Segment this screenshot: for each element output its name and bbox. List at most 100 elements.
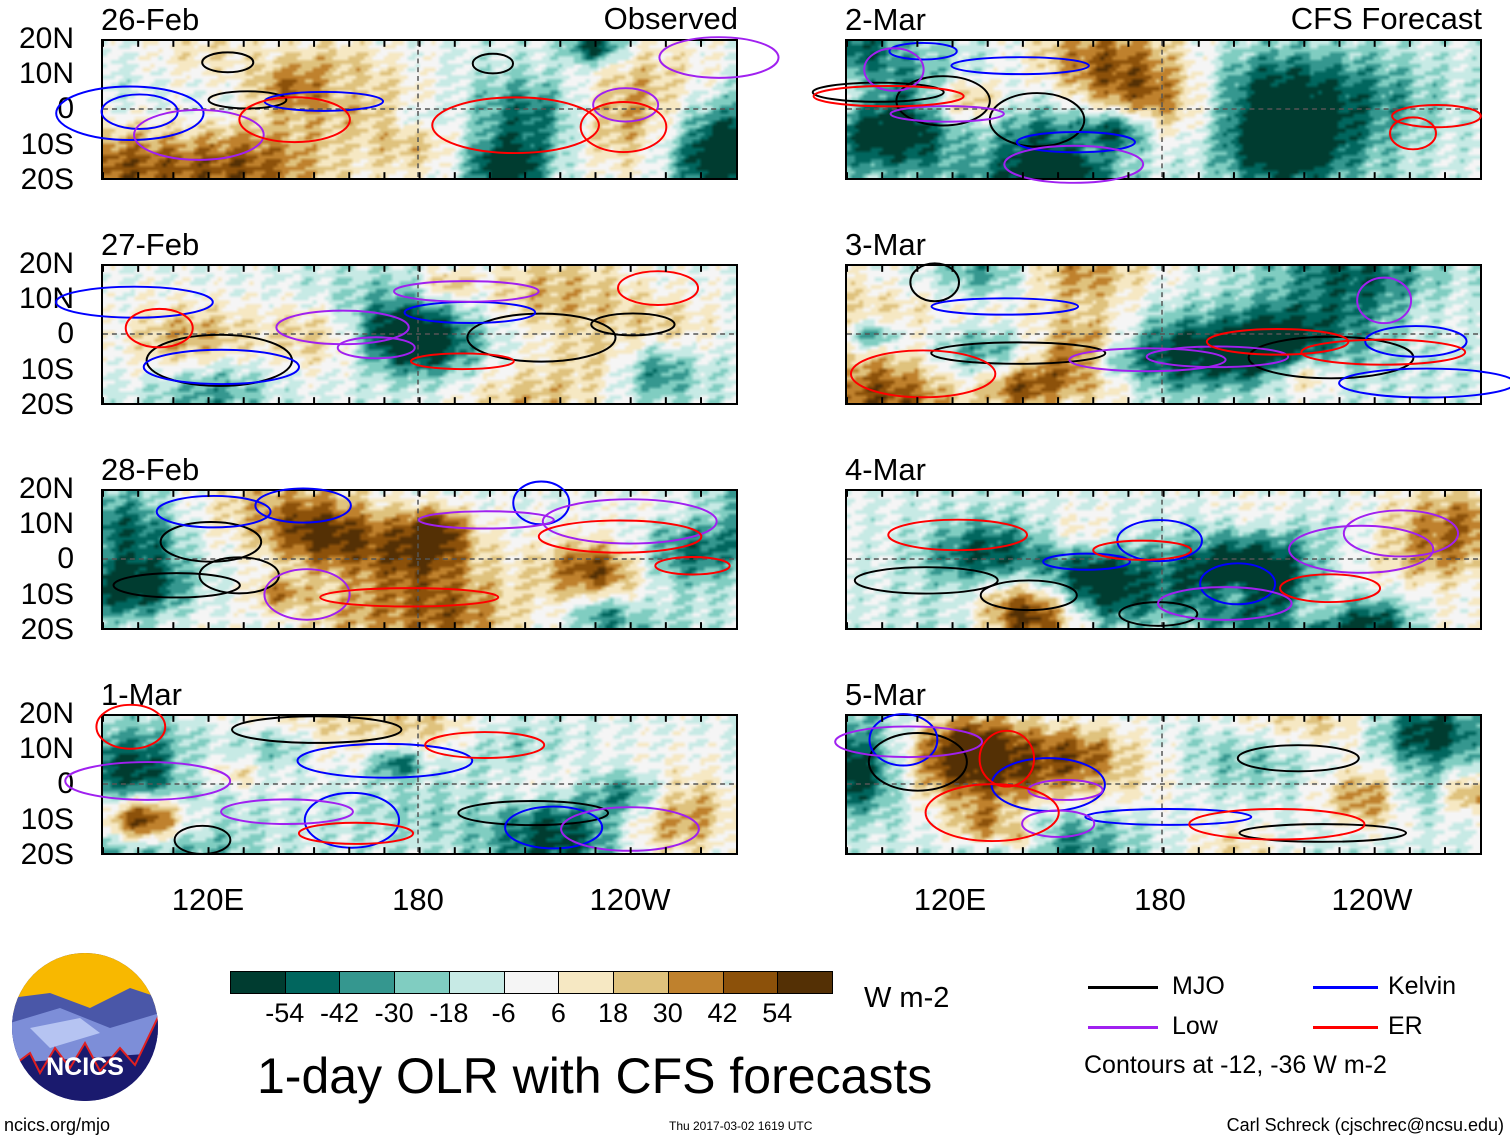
contour-low bbox=[393, 280, 540, 303]
legend-line-kelvin bbox=[1313, 986, 1378, 989]
contour-low bbox=[1068, 347, 1227, 373]
contour-er bbox=[319, 587, 500, 608]
lat-label: 20N bbox=[18, 697, 74, 730]
contour-kelvin bbox=[1084, 808, 1253, 826]
contour-mjo bbox=[145, 333, 294, 387]
colorbar-swatch bbox=[777, 971, 833, 994]
contour-mjo bbox=[466, 312, 617, 363]
contour-er bbox=[1092, 539, 1193, 561]
contour-low bbox=[275, 309, 410, 346]
panel-date: 27-Feb bbox=[101, 227, 200, 262]
contour-note: Contours at -12, -36 W m-2 bbox=[1084, 1051, 1387, 1079]
colorbar-swatch bbox=[448, 971, 505, 994]
legend-line-low bbox=[1088, 1026, 1158, 1029]
lat-label: 20N bbox=[18, 22, 74, 55]
contour-er bbox=[978, 729, 1036, 788]
map-panel bbox=[811, 39, 1482, 184]
contour-er bbox=[849, 349, 997, 399]
colorbar-swatch bbox=[722, 971, 779, 994]
contour-kelvin bbox=[930, 297, 1080, 316]
map-panel bbox=[845, 262, 1510, 405]
contour-kelvin bbox=[868, 713, 939, 767]
lat-label: 10N bbox=[18, 57, 74, 90]
contour-low bbox=[834, 725, 984, 759]
contour-low bbox=[560, 806, 700, 852]
contour-kelvin bbox=[403, 300, 537, 324]
contour-low bbox=[541, 498, 718, 545]
contour-er bbox=[297, 821, 415, 845]
contour-low bbox=[889, 105, 1005, 123]
logo-text: NCICS bbox=[46, 1053, 124, 1081]
map-panel bbox=[64, 703, 738, 855]
contour-mjo bbox=[853, 566, 999, 595]
colorbar-units: W m-2 bbox=[864, 982, 950, 1014]
colorbar-swatch bbox=[284, 971, 341, 994]
contour-er bbox=[1391, 104, 1482, 129]
lat-label: 10S bbox=[20, 803, 74, 836]
colorbar-label: -54 bbox=[265, 998, 305, 1028]
contour-kelvin bbox=[888, 41, 958, 61]
footer-timestamp: Thu 2017-03-02 1619 UTC bbox=[669, 1119, 813, 1133]
map-panel bbox=[55, 36, 780, 180]
colorbar-label: 18 bbox=[598, 998, 629, 1028]
contour-low bbox=[1342, 509, 1460, 558]
contour-mjo bbox=[590, 312, 676, 337]
lon-label: 120E bbox=[171, 882, 245, 917]
colorbar-label: 42 bbox=[707, 998, 738, 1028]
footer-url[interactable]: ncics.org/mjo bbox=[4, 1115, 111, 1135]
contour-low bbox=[133, 108, 265, 161]
map-panel bbox=[101, 480, 738, 630]
contour-er bbox=[1300, 338, 1467, 366]
lon-label: 120W bbox=[1331, 882, 1413, 917]
contour-mjo bbox=[909, 262, 960, 303]
legend-line-mjo bbox=[1088, 986, 1158, 989]
lat-label: 0 bbox=[57, 92, 74, 125]
column-title: Observed bbox=[603, 1, 738, 36]
map-panel bbox=[834, 713, 1482, 855]
legend-label-mjo: MJO bbox=[1172, 972, 1225, 1000]
contour-kelvin bbox=[296, 742, 474, 779]
contour-kelvin bbox=[950, 56, 1090, 76]
contour-kelvin bbox=[1015, 131, 1136, 154]
colorbar-label: -30 bbox=[374, 998, 414, 1028]
lat-label: 20S bbox=[20, 163, 74, 196]
contour-kelvin bbox=[55, 285, 214, 319]
contour-mjo bbox=[988, 92, 1086, 148]
colorbar-label: 6 bbox=[550, 998, 566, 1028]
colorbar-label: -42 bbox=[319, 998, 359, 1028]
figure-title: 1-day OLR with CFS forecasts bbox=[257, 1048, 933, 1104]
lon-label: 180 bbox=[392, 882, 444, 917]
ncics-logo: NCICS bbox=[12, 953, 158, 1101]
contour-kelvin bbox=[55, 85, 205, 141]
column-title: CFS Forecast bbox=[1290, 1, 1482, 36]
panel-date: 2-Mar bbox=[845, 2, 926, 37]
contour-kelvin bbox=[512, 480, 571, 526]
map-panel bbox=[55, 264, 738, 405]
contour-er bbox=[654, 556, 731, 576]
contour-low bbox=[1027, 779, 1104, 801]
lat-label: 0 bbox=[57, 542, 74, 575]
contour-er bbox=[424, 731, 546, 759]
panel-date: 4-Mar bbox=[845, 452, 926, 487]
lon-label: 120W bbox=[589, 882, 671, 917]
contour-low bbox=[1356, 276, 1413, 325]
colorbar-swatch bbox=[613, 971, 669, 994]
lat-label: 10S bbox=[20, 578, 74, 611]
panel-date: 26-Feb bbox=[101, 2, 200, 37]
panel-date: 3-Mar bbox=[845, 227, 926, 262]
contour-er bbox=[124, 307, 194, 349]
contour-er bbox=[537, 519, 703, 554]
legend-label-kelvin: Kelvin bbox=[1388, 972, 1457, 1000]
colorbar-label: 30 bbox=[652, 998, 683, 1028]
contour-mjo bbox=[201, 51, 255, 74]
contour-mjo bbox=[930, 341, 1107, 365]
lat-label: 0 bbox=[57, 767, 74, 800]
contour-er bbox=[1279, 573, 1382, 604]
contour-low bbox=[64, 761, 232, 801]
lon-label: 120E bbox=[913, 882, 987, 917]
lat-label: 20S bbox=[20, 838, 74, 871]
colorbar-swatch bbox=[558, 971, 615, 994]
colorbar-swatch bbox=[230, 971, 286, 994]
contour-mjo bbox=[867, 732, 968, 792]
lat-label: 10N bbox=[18, 507, 74, 540]
